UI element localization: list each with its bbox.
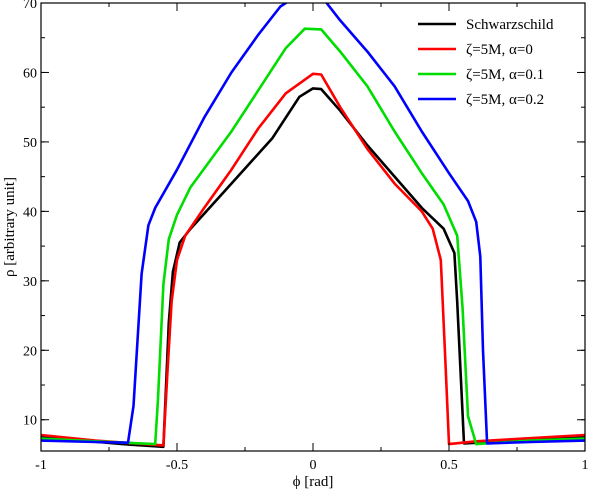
series-line-3 xyxy=(41,3,585,445)
y-tick-label: 40 xyxy=(23,205,37,220)
y-tick-label: 50 xyxy=(23,136,37,151)
series-line-2 xyxy=(41,27,585,446)
y-tick-label: 10 xyxy=(23,414,37,429)
y-tick-label: 60 xyxy=(23,66,37,81)
legend-label-2: ζ=5M, α=0.1 xyxy=(466,67,544,83)
legend-label-1: ζ=5M, α=0 xyxy=(466,42,533,58)
x-tick-label: 0 xyxy=(310,458,317,473)
legend: Schwarzschild ζ=5M, α=0 ζ=5M, α=0.1 ζ=5M, α… xyxy=(418,17,554,108)
y-tick-label: 30 xyxy=(23,275,37,290)
ticks-layer: -1 -0.5 0 0.5 1 10 20 30 40 50 60 70 xyxy=(23,0,589,473)
y-axis-label: ρ [arbitrary unit] xyxy=(2,177,18,277)
y-tick-label: 70 xyxy=(23,0,37,12)
series-line-0 xyxy=(41,87,585,449)
legend-label-3: ζ=5M, α=0.2 xyxy=(466,92,544,108)
x-tick-label: 1 xyxy=(582,458,589,473)
x-tick-label: 0.5 xyxy=(440,458,458,473)
series-line-1 xyxy=(41,72,585,447)
y-tick-label: 20 xyxy=(23,344,37,359)
x-axis-label: ϕ [rad] xyxy=(293,474,334,490)
x-tick-label: -0.5 xyxy=(166,458,188,473)
legend-label-0: Schwarzschild xyxy=(466,17,554,33)
series-layer xyxy=(41,3,585,449)
x-tick-label: -1 xyxy=(35,458,47,473)
